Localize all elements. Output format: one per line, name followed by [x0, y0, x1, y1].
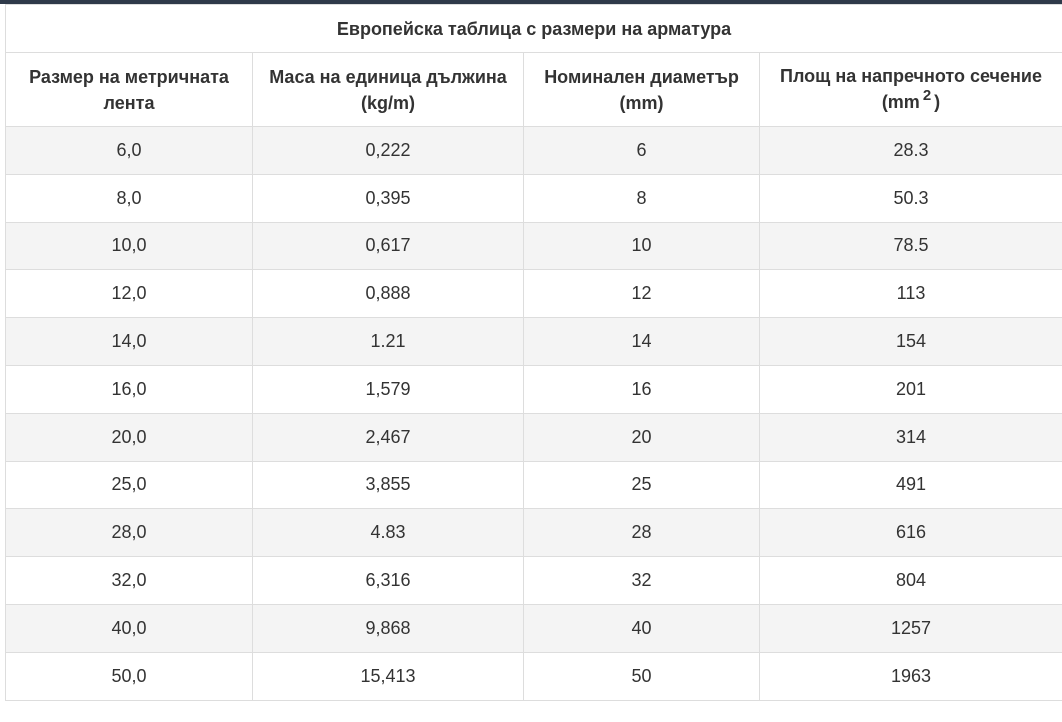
cell-area: 154 [759, 317, 1062, 366]
cell-mass: 1.21 [252, 317, 524, 366]
rebar-table-container: Европейска таблица с размери на арматура… [5, 4, 1062, 701]
cell-diameter: 40 [523, 603, 760, 653]
header-area-close: ) [934, 91, 941, 112]
cell-mass: 15,413 [252, 651, 524, 701]
cell-bar-size: 8,0 [5, 173, 253, 223]
cell-area: 616 [759, 508, 1062, 558]
cell-area: 1257 [759, 603, 1062, 653]
header-area-text: Площ на напречното сечение (mm [780, 65, 1042, 112]
cell-diameter: 6 [523, 126, 760, 175]
cell-diameter: 50 [523, 651, 760, 701]
cell-area: 201 [759, 364, 1062, 414]
cell-bar-size: 16,0 [5, 364, 253, 414]
table-row: 12,0 0,888 12 113 [5, 269, 1062, 319]
cell-diameter: 20 [523, 412, 760, 462]
cell-mass: 0,617 [252, 221, 524, 271]
header-mass-per-length: Маса на единица дължина (kg/m) [252, 52, 524, 127]
cell-mass: 2,467 [252, 412, 524, 462]
cell-mass: 1,579 [252, 364, 524, 414]
cell-mass: 0,395 [252, 173, 524, 223]
table-caption: Европейска таблица с размери на арматура [5, 4, 1062, 52]
cell-bar-size: 32,0 [5, 556, 253, 605]
cell-mass: 3,855 [252, 460, 524, 510]
cell-diameter: 25 [523, 460, 760, 510]
cell-area: 28.3 [759, 126, 1062, 175]
rebar-sizes-table: Европейска таблица с размери на арматура… [5, 4, 1062, 701]
header-row: Размер на метричната лента Маса на едини… [5, 52, 1062, 127]
table-row: 6,0 0,222 6 28.3 [5, 126, 1062, 175]
cell-area: 50.3 [759, 173, 1062, 223]
cell-bar-size: 12,0 [5, 269, 253, 319]
cell-area: 314 [759, 412, 1062, 462]
cell-area: 1963 [759, 651, 1062, 701]
cell-area: 804 [759, 556, 1062, 605]
cell-mass: 9,868 [252, 603, 524, 653]
cell-mass: 4.83 [252, 508, 524, 558]
header-cross-section-area: Площ на напречното сечение (mm 2) [759, 52, 1062, 127]
cell-diameter: 12 [523, 269, 760, 319]
table-row: 28,0 4.83 28 616 [5, 508, 1062, 558]
cell-area: 78.5 [759, 221, 1062, 271]
cell-mass: 6,316 [252, 556, 524, 605]
cell-mass: 0,888 [252, 269, 524, 319]
table-row: 20,0 2,467 20 314 [5, 412, 1062, 462]
cell-area: 491 [759, 460, 1062, 510]
cell-bar-size: 10,0 [5, 221, 253, 271]
cell-diameter: 16 [523, 364, 760, 414]
cell-area: 113 [759, 269, 1062, 319]
cell-bar-size: 6,0 [5, 126, 253, 175]
cell-mass: 0,222 [252, 126, 524, 175]
cell-bar-size: 20,0 [5, 412, 253, 462]
cell-diameter: 28 [523, 508, 760, 558]
table-row: 50,0 15,413 50 1963 [5, 651, 1062, 701]
top-border-bar [0, 0, 1062, 4]
cell-diameter: 32 [523, 556, 760, 605]
header-nominal-diameter: Номинален диаметър (mm) [523, 52, 760, 127]
cell-bar-size: 40,0 [5, 603, 253, 653]
cell-bar-size: 14,0 [5, 317, 253, 366]
header-area-superscript: 2 [922, 86, 932, 104]
cell-diameter: 10 [523, 221, 760, 271]
table-row: 25,0 3,855 25 491 [5, 460, 1062, 510]
cell-bar-size: 28,0 [5, 508, 253, 558]
cell-bar-size: 50,0 [5, 651, 253, 701]
table-row: 10,0 0,617 10 78.5 [5, 221, 1062, 271]
cell-bar-size: 25,0 [5, 460, 253, 510]
table-row: 40,0 9,868 40 1257 [5, 603, 1062, 653]
table-row: 32,0 6,316 32 804 [5, 556, 1062, 605]
table-row: 14,0 1.21 14 154 [5, 317, 1062, 366]
table-row: 8,0 0,395 8 50.3 [5, 173, 1062, 223]
cell-diameter: 14 [523, 317, 760, 366]
header-bar-size: Размер на метричната лента [5, 52, 253, 127]
table-row: 16,0 1,579 16 201 [5, 364, 1062, 414]
cell-diameter: 8 [523, 173, 760, 223]
